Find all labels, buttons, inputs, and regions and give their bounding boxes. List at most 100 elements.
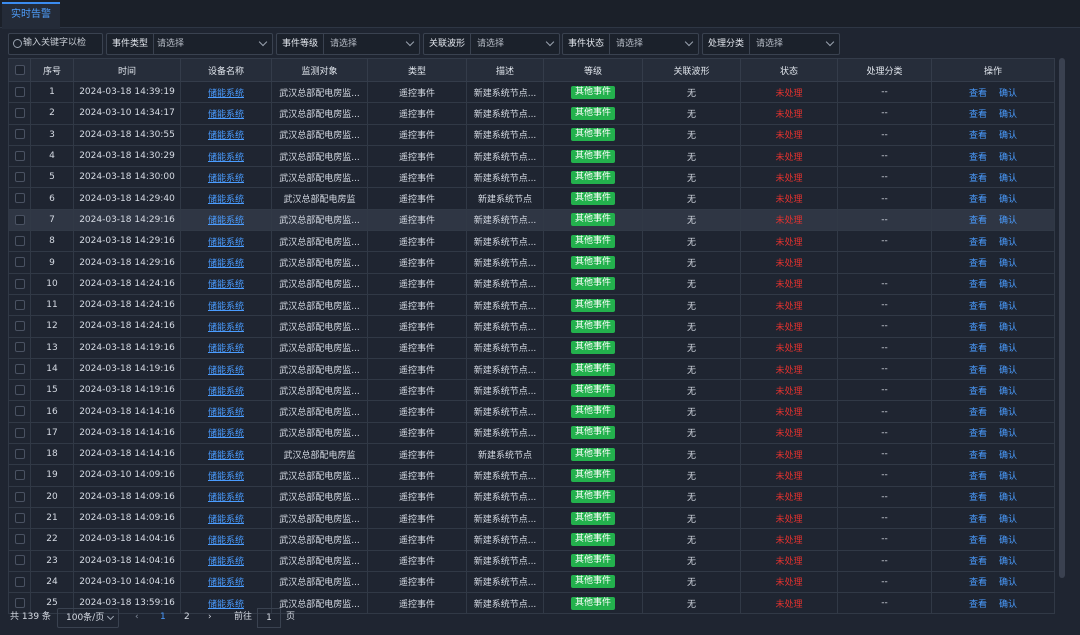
row-device-link[interactable]: 储能系统 <box>207 471 244 482</box>
row-device-link[interactable]: 储能系统 <box>207 131 244 142</box>
filter-select-value[interactable]: 请选择 <box>756 39 784 49</box>
filter-event-type[interactable]: 事件类型 请选择 <box>106 33 273 55</box>
row-device-link[interactable]: 储能系统 <box>207 535 244 546</box>
page-size-value[interactable]: 100条/页 <box>66 613 105 623</box>
row-checkbox[interactable] <box>14 448 25 459</box>
confirm-button[interactable]: 确认 <box>999 429 1018 440</box>
view-button[interactable]: 查看 <box>968 514 987 525</box>
table-row[interactable]: 3 2024-03-18 14:30:55 储能系统 武汉总部配电房监... 遥控事件 新… <box>8 123 1055 146</box>
confirm-button[interactable]: 确认 <box>999 109 1018 120</box>
row-checkbox-cell[interactable] <box>8 379 31 402</box>
next-page-icon[interactable]: › <box>208 612 212 622</box>
row-checkbox[interactable] <box>14 406 25 417</box>
row-checkbox[interactable] <box>14 108 25 119</box>
row-device-link[interactable]: 储能系统 <box>207 514 244 525</box>
confirm-button[interactable]: 确认 <box>999 514 1018 525</box>
prev-page-icon[interactable]: ‹ <box>135 612 139 622</box>
chevron-down-icon[interactable] <box>545 37 555 47</box>
row-device-link[interactable]: 储能系统 <box>207 344 244 355</box>
row-checkbox[interactable] <box>14 363 25 374</box>
table-row[interactable]: 19 2024-03-10 14:09:16 储能系统 武汉总部配电房监... 遥控事件… <box>8 464 1055 487</box>
confirm-button[interactable]: 确认 <box>999 578 1018 589</box>
view-button[interactable]: 查看 <box>968 301 987 312</box>
chevron-down-icon[interactable] <box>405 37 415 47</box>
row-checkbox[interactable] <box>14 598 25 609</box>
view-button[interactable]: 查看 <box>968 280 987 291</box>
confirm-button[interactable]: 确认 <box>999 344 1018 355</box>
row-device-link[interactable]: 储能系统 <box>207 450 244 461</box>
row-checkbox[interactable] <box>14 512 25 523</box>
row-checkbox-cell[interactable] <box>8 357 31 381</box>
confirm-button[interactable]: 确认 <box>999 557 1018 568</box>
row-checkbox[interactable] <box>14 129 25 140</box>
row-checkbox[interactable] <box>14 214 25 225</box>
chevron-down-icon[interactable] <box>106 612 115 621</box>
row-checkbox[interactable] <box>14 86 25 97</box>
table-row[interactable]: 10 2024-03-18 14:24:16 储能系统 武汉总部配电房监... 遥控事件… <box>8 272 1055 295</box>
row-checkbox-cell[interactable] <box>8 80 31 104</box>
view-button[interactable]: 查看 <box>968 152 987 163</box>
row-checkbox-cell[interactable] <box>8 187 31 210</box>
page-size-select[interactable]: 100条/页 <box>57 608 119 628</box>
row-checkbox[interactable] <box>14 193 25 204</box>
view-button[interactable]: 查看 <box>968 259 987 270</box>
row-checkbox[interactable] <box>14 427 25 438</box>
row-checkbox-cell[interactable] <box>8 570 31 594</box>
view-button[interactable]: 查看 <box>968 408 987 419</box>
row-checkbox[interactable] <box>14 576 25 587</box>
row-device-link[interactable]: 储能系统 <box>207 109 244 120</box>
row-checkbox[interactable] <box>14 555 25 566</box>
row-device-link[interactable]: 储能系统 <box>207 237 244 248</box>
table-row[interactable]: 25 2024-03-18 13:59:16 储能系统 武汉总部配电房监... 遥控事件… <box>8 592 1055 615</box>
table-row[interactable]: 4 2024-03-18 14:30:29 储能系统 武汉总部配电房监... 遥控事件 新… <box>8 144 1055 168</box>
row-device-link[interactable]: 储能系统 <box>207 280 244 291</box>
filter-select-value[interactable]: 请选择 <box>157 39 185 49</box>
row-checkbox-cell[interactable] <box>8 549 31 572</box>
confirm-button[interactable]: 确认 <box>999 408 1018 419</box>
row-checkbox[interactable] <box>14 491 25 502</box>
row-checkbox-cell[interactable] <box>8 208 31 232</box>
view-button[interactable]: 查看 <box>968 471 987 482</box>
row-device-link[interactable]: 储能系统 <box>207 301 244 312</box>
confirm-button[interactable]: 确认 <box>999 450 1018 461</box>
view-button[interactable]: 查看 <box>968 450 987 461</box>
row-checkbox[interactable] <box>14 278 25 289</box>
table-row[interactable]: 7 2024-03-18 14:29:16 储能系统 武汉总部配电房监... 遥控事件 新… <box>8 208 1055 232</box>
filter-select-value[interactable]: 请选择 <box>330 39 358 49</box>
table-row[interactable]: 17 2024-03-18 14:14:16 储能系统 武汉总部配电房监... 遥控事件… <box>8 421 1055 445</box>
chevron-down-icon[interactable] <box>684 37 694 47</box>
filter-select-value[interactable]: 请选择 <box>477 39 505 49</box>
confirm-button[interactable]: 确认 <box>999 535 1018 546</box>
row-device-link[interactable]: 储能系统 <box>207 386 244 397</box>
confirm-button[interactable]: 确认 <box>999 259 1018 270</box>
row-checkbox-cell[interactable] <box>8 272 31 295</box>
filter-select-value[interactable]: 请选择 <box>616 39 644 49</box>
table-row[interactable]: 15 2024-03-18 14:19:16 储能系统 武汉总部配电房监... 遥控事件… <box>8 379 1055 402</box>
row-device-link[interactable]: 储能系统 <box>207 365 244 376</box>
row-device-link[interactable]: 储能系统 <box>207 493 244 504</box>
row-checkbox-cell[interactable] <box>8 123 31 146</box>
search-input[interactable] <box>23 35 99 51</box>
table-row[interactable]: 12 2024-03-18 14:24:16 储能系统 武汉总部配电房监... 遥控事件… <box>8 315 1055 338</box>
view-button[interactable]: 查看 <box>968 429 987 440</box>
view-button[interactable]: 查看 <box>968 195 987 206</box>
row-checkbox-cell[interactable] <box>8 400 31 423</box>
view-button[interactable]: 查看 <box>968 216 987 227</box>
table-row[interactable]: 18 2024-03-18 14:14:16 储能系统 武汉总部配电房监 遥控事件 新建系… <box>8 443 1055 466</box>
row-checkbox-cell[interactable] <box>8 592 31 615</box>
row-checkbox-cell[interactable] <box>8 336 31 359</box>
row-device-link[interactable]: 储能系统 <box>207 195 244 206</box>
confirm-button[interactable]: 确认 <box>999 152 1018 163</box>
table-row[interactable]: 14 2024-03-18 14:19:16 储能系统 武汉总部配电房监... 遥控事件… <box>8 357 1055 381</box>
table-row[interactable]: 24 2024-03-10 14:04:16 储能系统 武汉总部配电房监... 遥控事件… <box>8 570 1055 594</box>
table-row[interactable]: 2 2024-03-10 14:34:17 储能系统 武汉总部配电房监... 遥控事件 新… <box>8 102 1055 125</box>
row-checkbox[interactable] <box>14 470 25 481</box>
view-button[interactable]: 查看 <box>968 173 987 184</box>
row-checkbox-cell[interactable] <box>8 166 31 189</box>
confirm-button[interactable]: 确认 <box>999 301 1018 312</box>
page-number-2[interactable]: 2 <box>184 612 190 622</box>
confirm-button[interactable]: 确认 <box>999 386 1018 397</box>
row-device-link[interactable]: 储能系统 <box>207 408 244 419</box>
row-checkbox[interactable] <box>14 299 25 310</box>
row-device-link[interactable]: 储能系统 <box>207 88 244 99</box>
